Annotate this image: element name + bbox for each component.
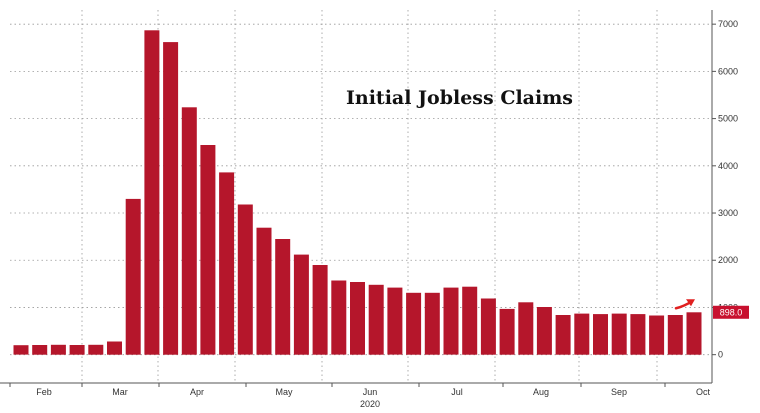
bar bbox=[50, 344, 66, 355]
bar bbox=[424, 292, 440, 355]
trend-arrow-icon bbox=[674, 299, 695, 310]
axes bbox=[0, 10, 713, 384]
last-value-label: 898.0 bbox=[720, 307, 743, 317]
x-tick-label: Mar bbox=[112, 387, 128, 397]
bar bbox=[555, 315, 571, 355]
x-tick-label: Aug bbox=[533, 387, 549, 397]
x-tick-label: Feb bbox=[36, 387, 52, 397]
last-value-badge-box bbox=[713, 305, 749, 319]
bar bbox=[611, 313, 627, 355]
bar bbox=[237, 204, 253, 355]
arrow-head bbox=[686, 299, 695, 307]
bar bbox=[499, 308, 515, 355]
bar bbox=[574, 313, 590, 355]
bar bbox=[256, 227, 272, 355]
bar bbox=[667, 315, 683, 355]
y-tick-label: 2000 bbox=[718, 255, 738, 265]
bar bbox=[200, 145, 216, 355]
bar bbox=[331, 280, 347, 355]
x-year-label: 2020 bbox=[360, 399, 380, 409]
bar bbox=[593, 314, 608, 355]
bar bbox=[107, 341, 122, 355]
bars bbox=[13, 30, 702, 355]
y-tick-label: 3000 bbox=[718, 208, 738, 218]
y-tick-label: 4000 bbox=[718, 161, 738, 171]
bar bbox=[219, 172, 235, 355]
y-tick-label: 6000 bbox=[718, 66, 738, 76]
bar bbox=[144, 30, 160, 355]
bar bbox=[480, 298, 496, 355]
bar bbox=[88, 344, 104, 355]
bar bbox=[406, 292, 422, 355]
bar bbox=[275, 239, 291, 355]
last-value-badge: 898.0 bbox=[713, 305, 749, 319]
bar bbox=[293, 254, 309, 355]
bar bbox=[32, 345, 48, 355]
x-tick-labels: Feb Mar Apr May Jun Jul Aug Sep Oct bbox=[9, 383, 711, 397]
bar bbox=[13, 345, 29, 355]
bar bbox=[536, 307, 552, 355]
bar bbox=[125, 198, 141, 355]
x-tick-label: Jun bbox=[363, 387, 378, 397]
bar bbox=[462, 286, 478, 355]
x-tick-label: Apr bbox=[190, 387, 204, 397]
y-tick-label: 5000 bbox=[718, 114, 738, 124]
y-tick-label: 7000 bbox=[718, 19, 738, 29]
chart-title: Initial Jobless Claims bbox=[346, 87, 573, 109]
bar bbox=[686, 312, 702, 355]
bar bbox=[630, 314, 646, 355]
bar bbox=[181, 107, 197, 355]
bar bbox=[518, 302, 534, 355]
y-tick-label: 0 bbox=[718, 350, 723, 360]
bar bbox=[312, 265, 328, 355]
bar bbox=[163, 42, 179, 355]
x-tick-label: Jul bbox=[451, 387, 463, 397]
x-tick-label: Sep bbox=[611, 387, 627, 397]
bar bbox=[387, 287, 403, 355]
x-tick-label: Oct bbox=[696, 387, 711, 397]
bar bbox=[368, 284, 384, 355]
bar bbox=[649, 315, 665, 355]
bar bbox=[350, 282, 365, 355]
x-tick-label: May bbox=[275, 387, 293, 397]
bar bbox=[443, 287, 459, 355]
bar bbox=[69, 345, 85, 355]
